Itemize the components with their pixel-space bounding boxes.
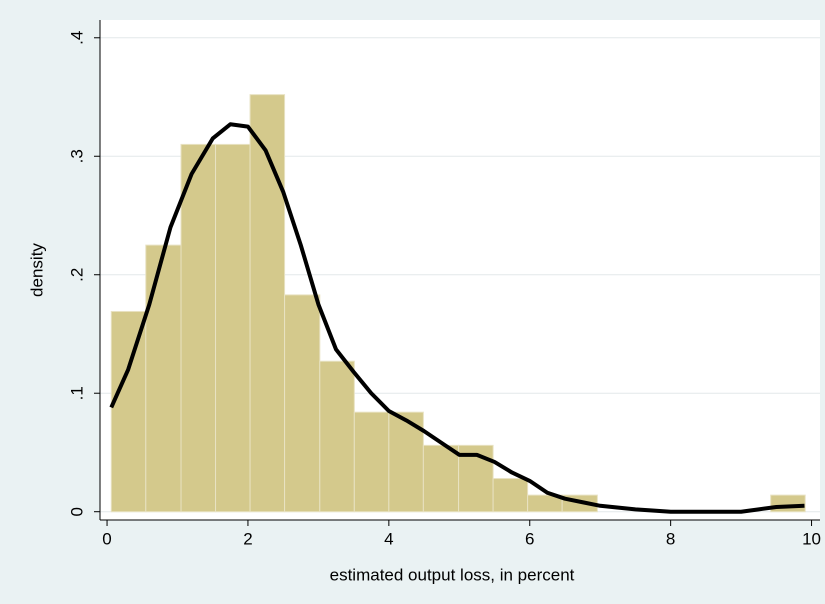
x-tick-label: 2 — [243, 529, 252, 548]
y-tick-label: .1 — [67, 386, 86, 400]
density-line — [109, 122, 805, 514]
bar — [770, 494, 806, 513]
bar — [249, 94, 286, 513]
bar — [145, 244, 182, 513]
x-tick-label: 10 — [802, 529, 821, 548]
x-tick-label: 4 — [384, 529, 393, 548]
bar — [319, 360, 355, 513]
bar — [422, 444, 460, 513]
x-tick-label: 8 — [666, 529, 675, 548]
y-tick-label: .4 — [67, 31, 86, 45]
bar — [180, 143, 217, 513]
y-tick-label: .3 — [67, 149, 86, 163]
x-tick-label: 0 — [102, 529, 111, 548]
bar — [284, 294, 321, 513]
x-axis-title: estimated output loss, in percent — [330, 565, 575, 584]
y-tick-label: 0 — [67, 507, 86, 516]
y-axis-title: density — [27, 243, 46, 297]
bar — [492, 478, 529, 513]
x-tick-label: 6 — [525, 529, 534, 548]
bar — [110, 310, 147, 513]
bar — [215, 143, 251, 513]
bar — [353, 411, 390, 513]
y-tick-label: .2 — [67, 268, 86, 282]
